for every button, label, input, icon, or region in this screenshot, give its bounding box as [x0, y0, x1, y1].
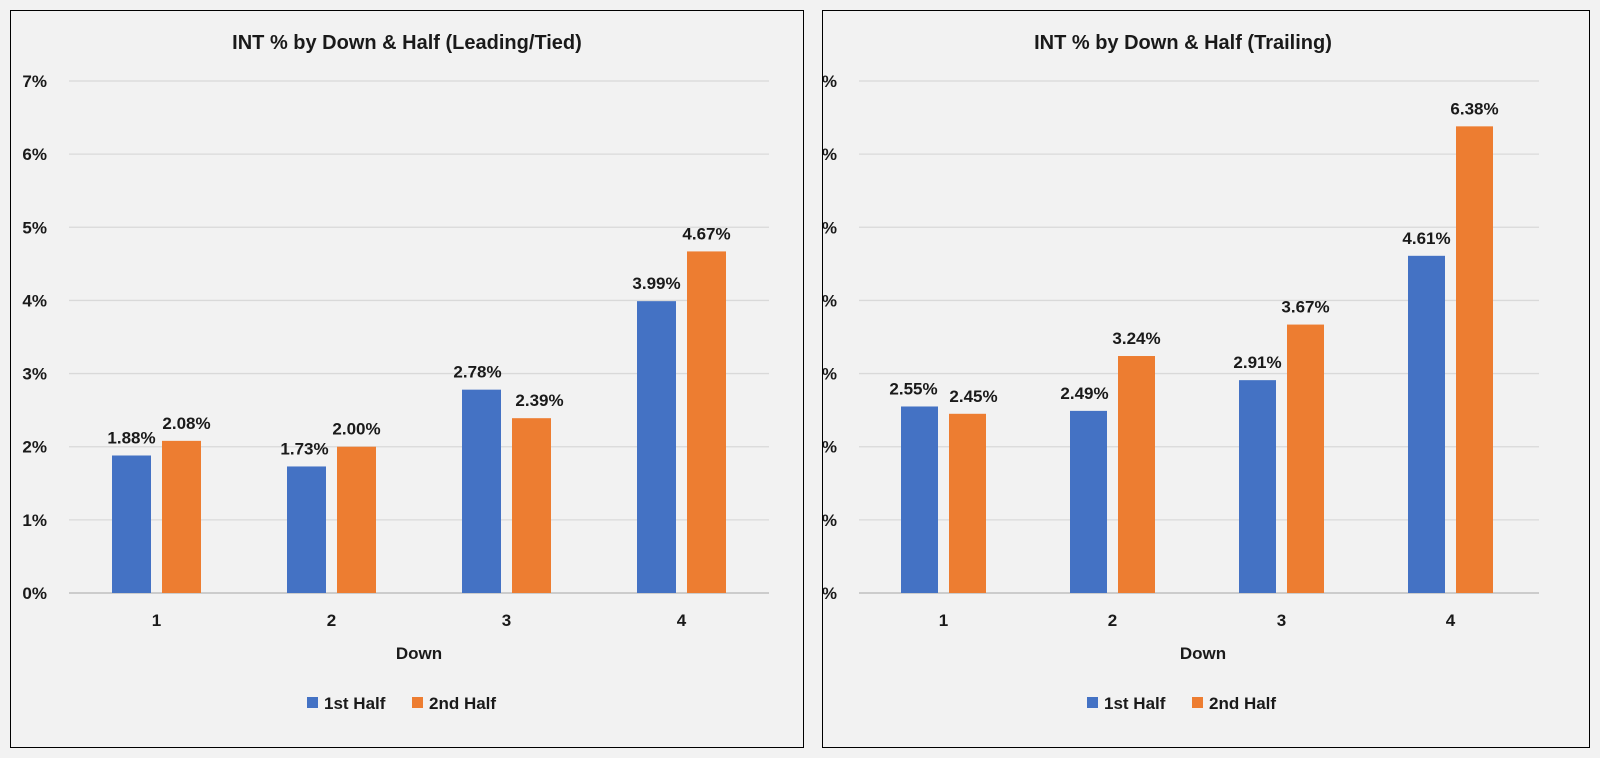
- bar: [287, 466, 326, 593]
- data-label: 2.91%: [1233, 353, 1281, 372]
- y-tick-label: 3%: [22, 365, 47, 384]
- y-tick-label: 6%: [823, 145, 837, 164]
- bar: [1070, 410, 1107, 593]
- bar: [1239, 380, 1276, 593]
- legend-swatch: [412, 697, 423, 708]
- y-tick-label: 6%: [22, 145, 47, 164]
- data-label: 4.67%: [682, 224, 730, 243]
- bar: [1118, 356, 1155, 593]
- y-tick-label: 7%: [22, 72, 47, 91]
- data-label: 4.61%: [1402, 229, 1450, 248]
- legend-label: 1st Half: [1104, 694, 1166, 713]
- y-tick-label: 2%: [22, 438, 47, 457]
- x-tick-label: 1: [939, 611, 948, 630]
- data-label: 3.67%: [1281, 298, 1329, 317]
- y-tick-label: 1%: [22, 511, 47, 530]
- y-tick-label: 3%: [823, 365, 837, 384]
- legend-label: 1st Half: [324, 694, 386, 713]
- x-tick-label: 4: [1446, 611, 1456, 630]
- chart-panel-leading-tied: INT % by Down & Half (Leading/Tied) Down…: [10, 10, 804, 748]
- bar: [949, 413, 986, 593]
- legend-swatch: [1192, 697, 1203, 708]
- chart-svg-leading-tied: INT % by Down & Half (Leading/Tied) Down…: [22, 32, 769, 713]
- x-tick-label: 2: [327, 611, 336, 630]
- data-label: 1.88%: [107, 428, 155, 447]
- bar: [1456, 126, 1493, 593]
- data-label: 2.00%: [332, 420, 380, 439]
- bar: [1287, 324, 1324, 593]
- y-tick-label: 2%: [823, 438, 837, 457]
- x-tick-label: 1: [152, 611, 161, 630]
- x-axis-title: Down: [1180, 644, 1226, 663]
- data-label: 2.55%: [889, 379, 937, 398]
- bar: [512, 418, 551, 593]
- chart-svg-trailing: INT % by Down & Half (Trailing) Down 0% 1…: [823, 32, 1539, 713]
- bar: [687, 251, 726, 593]
- data-label: 3.24%: [1112, 329, 1160, 348]
- y-tick-label: 1%: [823, 511, 837, 530]
- y-tick-label: 4%: [823, 291, 837, 310]
- y-tick-label: 5%: [22, 218, 47, 237]
- data-label: 2.78%: [453, 363, 501, 382]
- x-tick-label: 3: [502, 611, 511, 630]
- data-label: 6.38%: [1450, 99, 1498, 118]
- y-tick-label: 7%: [823, 72, 837, 91]
- y-tick-label: 5%: [823, 218, 837, 237]
- bar: [901, 406, 938, 593]
- bar: [162, 440, 201, 593]
- bar: [112, 455, 151, 593]
- chart-panel-trailing: INT % by Down & Half (Trailing) Down 0% 1…: [822, 10, 1590, 748]
- legend-label: 2nd Half: [1209, 694, 1276, 713]
- x-tick-label: 2: [1108, 611, 1117, 630]
- y-tick-label: 4%: [22, 291, 47, 310]
- legend-label: 2nd Half: [429, 694, 496, 713]
- bar: [637, 301, 676, 593]
- y-tick-label: 0%: [22, 584, 47, 603]
- bar: [337, 446, 376, 593]
- x-tick-label: 3: [1277, 611, 1286, 630]
- bar: [1408, 255, 1445, 593]
- legend-swatch: [1087, 697, 1098, 708]
- data-label: 2.08%: [162, 414, 210, 433]
- x-axis-title: Down: [396, 644, 442, 663]
- chart-title: INT % by Down & Half (Trailing): [1034, 32, 1332, 54]
- data-label: 2.39%: [515, 391, 563, 410]
- data-label: 2.45%: [949, 387, 997, 406]
- legend-swatch: [307, 697, 318, 708]
- data-label: 2.49%: [1060, 384, 1108, 403]
- data-label: 1.73%: [280, 439, 328, 458]
- bar: [462, 389, 501, 593]
- data-label: 3.99%: [632, 274, 680, 293]
- x-tick-label: 4: [677, 611, 687, 630]
- y-tick-label: 0%: [823, 584, 837, 603]
- chart-title: INT % by Down & Half (Leading/Tied): [232, 32, 582, 54]
